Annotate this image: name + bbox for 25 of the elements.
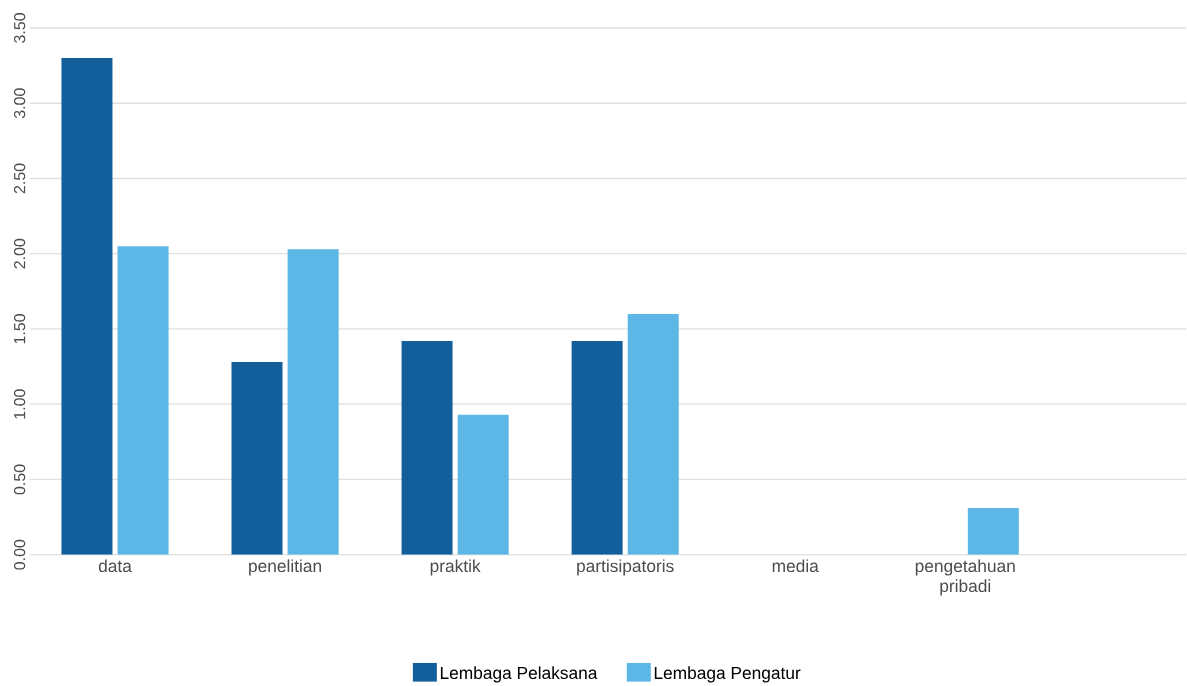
bar [457,414,509,555]
y-tick-label: 3.00 [13,88,26,119]
x-tick-label: media [772,559,819,572]
bar [117,246,169,555]
y-tick-label: 2.00 [13,238,26,269]
legend-label: Lembaga Pelaksana [440,666,598,683]
y-tick-label: 2.50 [13,163,26,194]
y-tick-label: 1.00 [13,389,26,419]
bar [231,361,283,555]
bar [571,340,623,555]
x-tick-label: pengetahuan pribadi [915,559,1015,596]
y-tick-label: 0.50 [13,464,26,495]
bar [401,340,453,555]
bar [967,507,1019,555]
x-tick-label: data [98,559,132,572]
bar [627,313,679,555]
bar [287,249,339,555]
y-tick-label: 0.00 [13,539,26,570]
legend-label: Lembaga Pengatur [654,666,801,683]
y-tick-label: 3.50 [13,12,26,43]
bar [61,57,113,555]
x-tick-label: partisipatoris [577,559,674,576]
y-tick-label: 1.50 [13,313,26,344]
x-tick-label: penelitian [249,559,321,576]
x-tick-label: praktik [430,559,481,576]
